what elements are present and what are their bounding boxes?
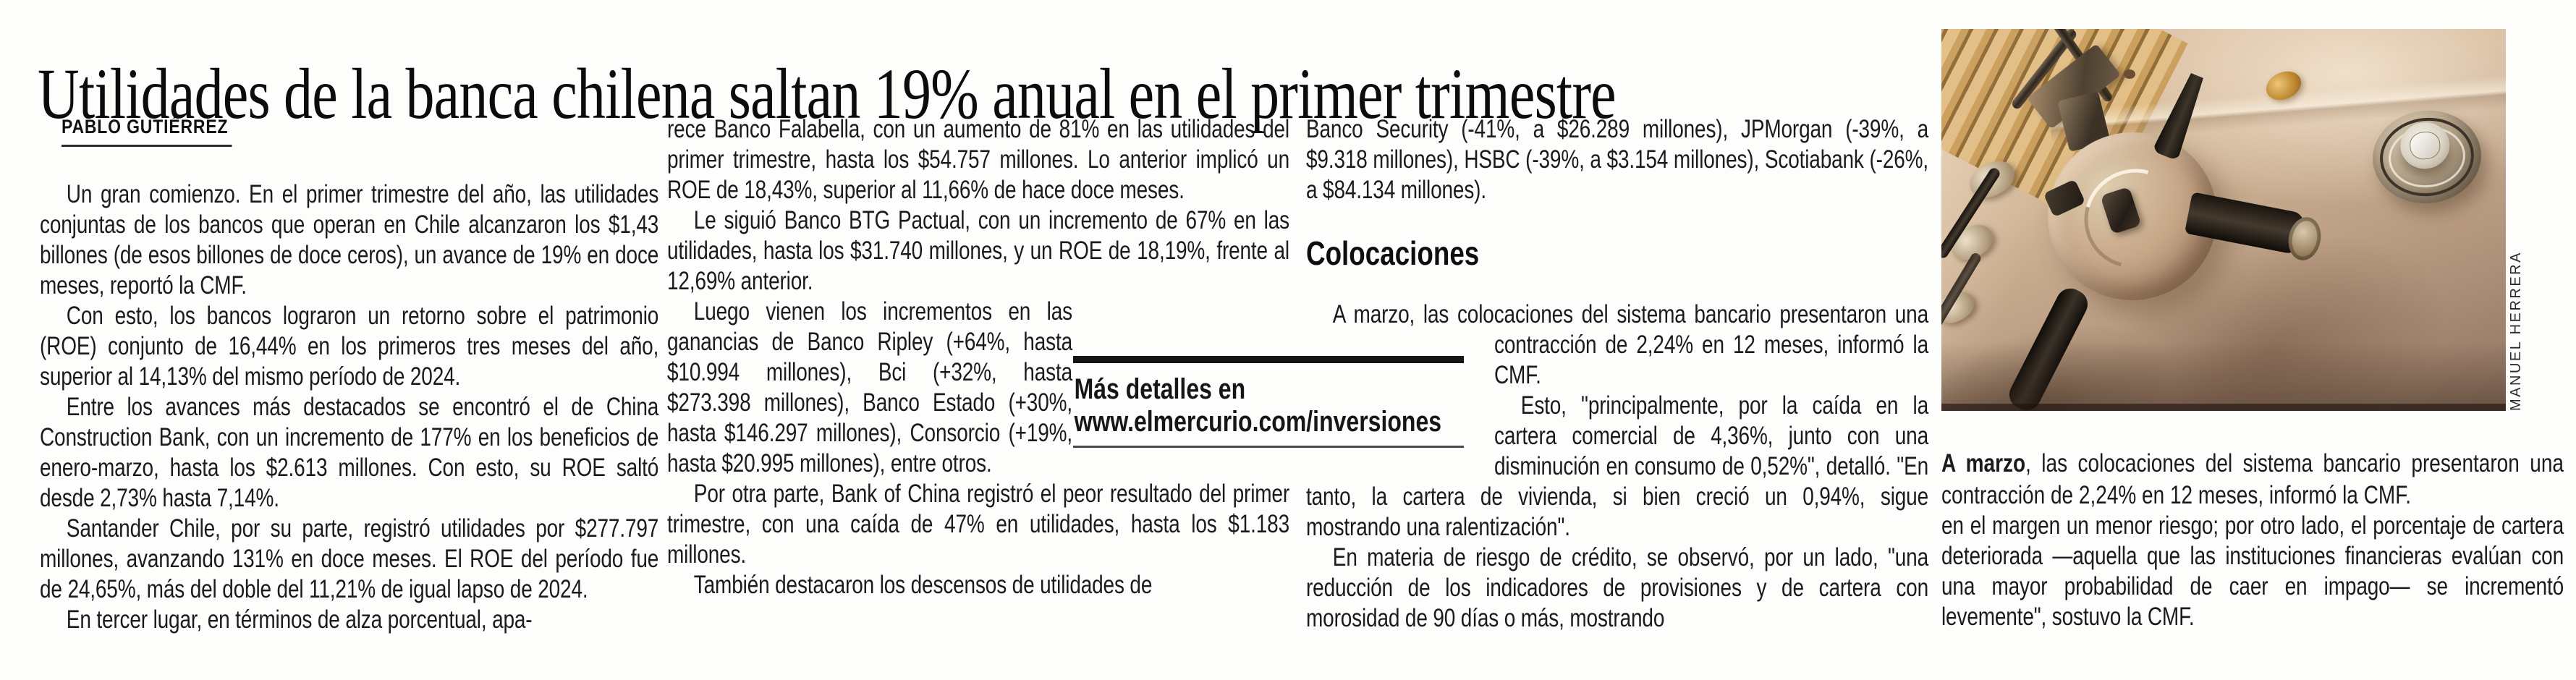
article-paragraph: Un gran comienzo. En el primer trimestre… — [40, 180, 659, 299]
article-paragraph: Santander Chile, por su parte, registró … — [40, 514, 659, 603]
inset-promo-box: Más detalles en www.elmercurio.com/inver… — [1073, 356, 1464, 448]
article-paragraph: Con esto, los bancos lograron un retorno… — [40, 302, 659, 391]
vault-rivet — [2124, 69, 2135, 79]
article-headline: Utilidades de la banca chilena saltan 19… — [38, 54, 1617, 134]
inset-line-1: Más detalles en — [1074, 373, 1246, 405]
vault-door-photo — [1941, 29, 2506, 411]
text-column-1: Un gran comienzo. En el primer trimestre… — [40, 179, 658, 635]
photo-bottom-edge — [1941, 404, 2506, 411]
photo-bottom-shade — [1941, 342, 2506, 411]
article-paragraph: Entre los avances más destacados se enco… — [40, 393, 659, 512]
photo-caption: A marzo, las colocaciones del sistema ba… — [1941, 448, 2564, 511]
text-column-2: rece Banco Falabella, con un aumento de … — [667, 114, 1289, 600]
section-subhead: Colocaciones — [1306, 234, 1480, 272]
article-paragraph: Por otra parte, Bank of China registró e… — [667, 480, 1289, 569]
article-paragraph: Esto, "principalmente, por la caída en l… — [1306, 391, 1928, 541]
article-paragraph: A marzo, las colocaciones del sistema ba… — [1332, 300, 1928, 389]
article-byline: PABLO GUTIÉRREZ — [62, 116, 232, 147]
article-paragraph: En tercer lugar, en términos de alza por… — [66, 605, 533, 634]
caption-text: , las colocaciones del sistema bancario … — [1941, 449, 2564, 509]
inset-top-rule — [1073, 356, 1464, 363]
article-paragraph: rece Banco Falabella, con un aumento de … — [667, 115, 1289, 204]
article-paragraph: Le siguió Banco BTG Pactual, con un incr… — [667, 206, 1289, 295]
dial-center-face — [2408, 130, 2442, 161]
article-paragraph: Luego vienen los incrementos en las gana… — [667, 297, 1072, 477]
inset-url: www.elmercurio.com/inversiones — [1074, 406, 1442, 438]
photo-credit: MANUEL HERRERA — [2508, 251, 2524, 411]
text-column-4: en el margen un menor riesgo; por otro l… — [1941, 511, 2564, 632]
article-paragraph: en el margen un menor riesgo; por otro l… — [1941, 511, 2564, 631]
article-paragraph: En materia de riesgo de crédito, se obse… — [1306, 543, 1928, 632]
article-paragraph: También destacaron los descensos de util… — [693, 571, 1153, 599]
article-paragraph: Banco Security (-41%, a $26.289 millones… — [1306, 115, 1928, 204]
text-column-3: Banco Security (-41%, a $26.289 millones… — [1306, 114, 1928, 634]
caption-lead: A marzo — [1941, 449, 2026, 477]
